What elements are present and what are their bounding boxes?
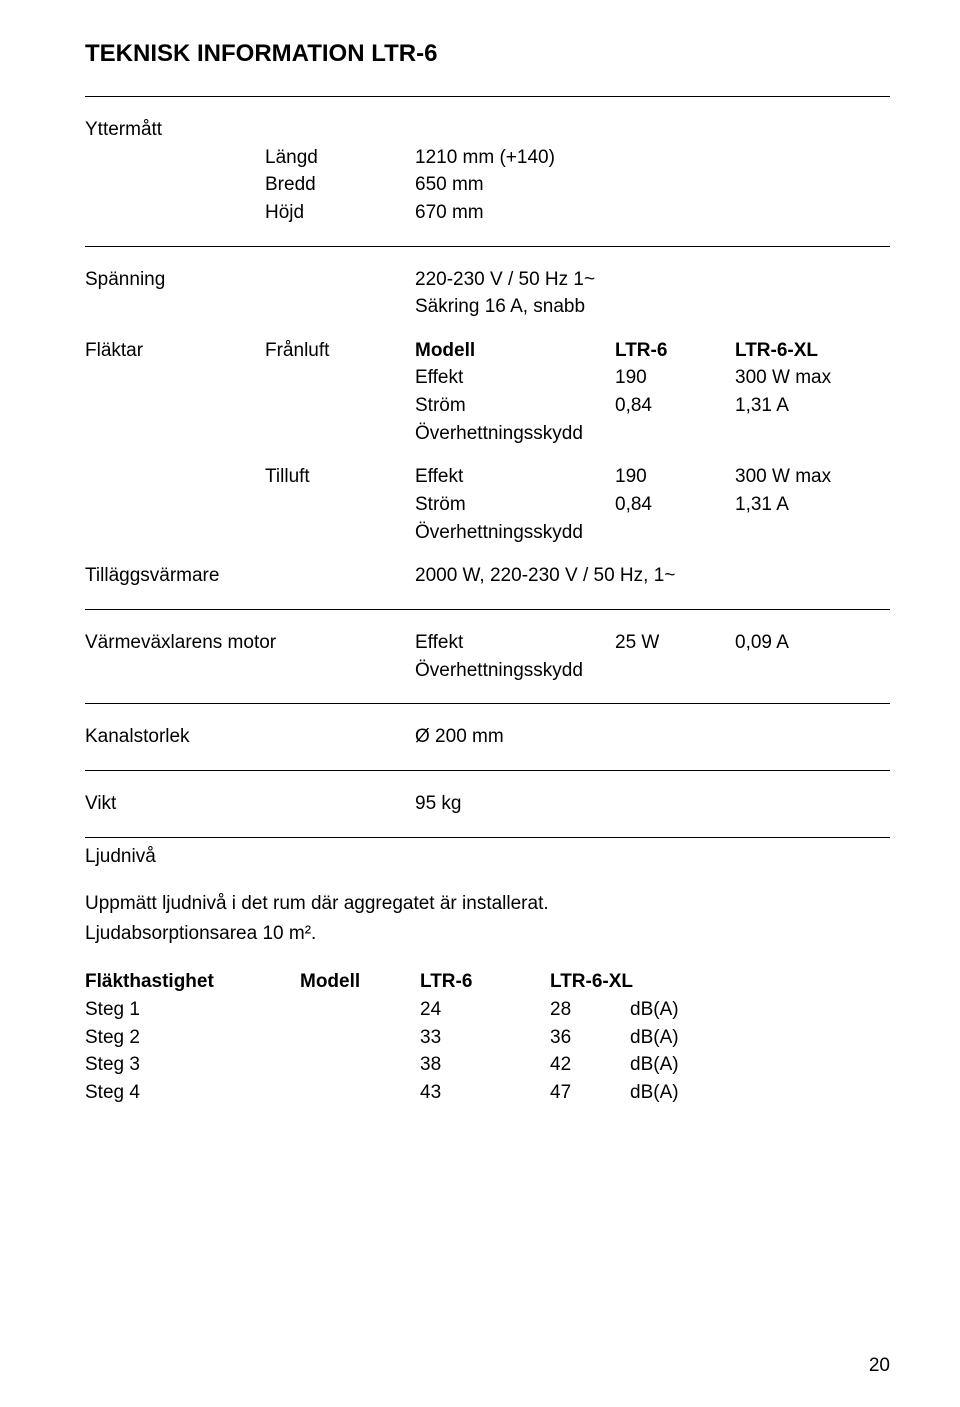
strom-supply-a: 0,84: [615, 491, 735, 519]
step-unit: dB(A): [630, 1051, 679, 1079]
effekt-exhaust-a: 190: [615, 364, 735, 392]
heater-value: 2000 W, 220-230 V / 50 Hz, 1~: [415, 562, 890, 609]
page-number: 20: [869, 1355, 890, 1377]
length-label: Längd: [265, 144, 415, 172]
fuse-value: Säkring 16 A, snabb: [415, 293, 890, 321]
weight-value: 95 kg: [415, 770, 890, 836]
table-row: Steg 1 24 28 dB(A): [85, 996, 679, 1024]
effekt-label-supply: Effekt: [415, 463, 615, 491]
sound-title: Ljudnivå: [85, 844, 890, 870]
model-a: LTR-6: [615, 337, 735, 365]
effekt-supply-a: 190: [615, 463, 735, 491]
strom-label-supply: Ström: [415, 491, 615, 519]
hx-ohs: Överhettningsskydd: [415, 657, 890, 704]
model-heading: Modell: [415, 337, 615, 365]
sound-section: Ljudnivå Uppmätt ljudnivå i det rum där …: [85, 844, 890, 947]
strom-label: Ström: [415, 392, 615, 420]
step-val-b: 42: [550, 1051, 630, 1079]
step-unit: dB(A): [630, 1024, 679, 1052]
weight-label: Vikt: [85, 770, 415, 836]
model-b: LTR-6-XL: [735, 337, 890, 365]
speed-model-heading: Modell: [300, 968, 420, 996]
step-name: Steg 3: [85, 1051, 300, 1079]
exhaust-label: Frånluft: [265, 337, 415, 365]
effekt-exhaust-b: 300 W max: [735, 364, 890, 392]
sound-line-2: Ljudabsorptionsarea 10 m².: [85, 921, 890, 947]
step-unit: dB(A): [630, 996, 679, 1024]
fans-label: Fläktar: [85, 337, 265, 365]
step-unit: dB(A): [630, 1079, 679, 1107]
strom-exhaust-b: 1,31 A: [735, 392, 890, 420]
dims-section-label: Yttermått: [85, 97, 265, 144]
step-val-b: 36: [550, 1024, 630, 1052]
speed-col-a: LTR-6: [420, 968, 550, 996]
hx-w: 25 W: [615, 609, 735, 656]
speed-heading: Fläkthastighet: [85, 968, 300, 996]
table-row: Steg 4 43 47 dB(A): [85, 1079, 679, 1107]
document-page: TEKNISK INFORMATION LTR-6 Yttermått Läng…: [0, 0, 960, 1407]
strom-supply-b: 1,31 A: [735, 491, 890, 519]
step-val-b: 28: [550, 996, 630, 1024]
speed-table: Fläkthastighet Modell LTR-6 LTR-6-XL Ste…: [85, 968, 679, 1106]
ohs-exhaust: Överhettningsskydd: [415, 420, 890, 448]
spec-table: Yttermått Längd 1210 mm (+140) Bredd 650…: [85, 96, 890, 838]
speed-col-b: LTR-6-XL: [550, 968, 679, 996]
effekt-supply-b: 300 W max: [735, 463, 890, 491]
step-val-a: 24: [420, 996, 550, 1024]
hx-effekt-label: Effekt: [415, 609, 615, 656]
width-label: Bredd: [265, 171, 415, 199]
hx-a: 0,09 A: [735, 609, 890, 656]
duct-label: Kanalstorlek: [85, 704, 415, 770]
voltage-value: 220-230 V / 50 Hz 1~: [415, 246, 890, 293]
step-name: Steg 2: [85, 1024, 300, 1052]
step-val-a: 38: [420, 1051, 550, 1079]
duct-value: Ø 200 mm: [415, 704, 890, 770]
step-val-a: 33: [420, 1024, 550, 1052]
sound-line-1: Uppmätt ljudnivå i det rum där aggregate…: [85, 891, 890, 917]
ohs-supply: Överhettningsskydd: [415, 519, 890, 547]
supply-label: Tilluft: [265, 463, 415, 491]
table-row: Steg 3 38 42 dB(A): [85, 1051, 679, 1079]
height-label: Höjd: [265, 199, 415, 246]
step-name: Steg 1: [85, 996, 300, 1024]
voltage-label: Spänning: [85, 246, 265, 293]
step-name: Steg 4: [85, 1079, 300, 1107]
page-title: TEKNISK INFORMATION LTR-6: [85, 40, 890, 68]
step-val-b: 47: [550, 1079, 630, 1107]
step-val-a: 43: [420, 1079, 550, 1107]
length-value: 1210 mm (+140): [415, 144, 615, 172]
strom-exhaust-a: 0,84: [615, 392, 735, 420]
width-value: 650 mm: [415, 171, 615, 199]
hx-label: Värmeväxlarens motor: [85, 609, 415, 656]
effekt-label: Effekt: [415, 364, 615, 392]
heater-label: Tilläggsvärmare: [85, 562, 415, 609]
height-value: 670 mm: [415, 199, 615, 246]
table-row: Steg 2 33 36 dB(A): [85, 1024, 679, 1052]
